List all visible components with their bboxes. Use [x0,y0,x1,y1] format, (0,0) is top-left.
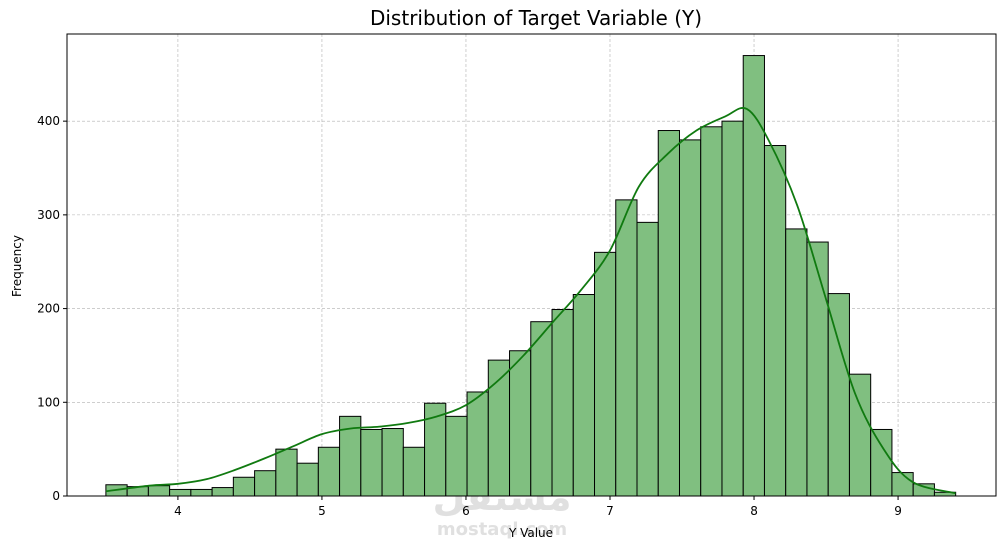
x-tick-label: 9 [894,504,902,518]
x-tick-label: 6 [462,504,470,518]
histogram-bar [317,446,341,497]
histogram-bar [678,139,702,497]
histogram-bar [530,321,553,497]
histogram-bar [891,472,914,497]
histogram-bar [870,428,893,497]
histogram-bar [232,476,256,497]
histogram-bar [296,462,319,497]
kde-curve [105,107,956,495]
x-tick-label: 7 [606,504,614,518]
y-tick-label: 400 [37,114,60,128]
histogram-bar [254,470,277,497]
x-axis-label: Y Value [508,526,553,540]
histogram-bar [445,415,468,497]
histogram-bar [169,488,192,497]
histogram-bar [742,55,765,497]
histogram-bar [763,145,787,497]
histogram-bar [785,228,808,497]
histogram-bars [105,55,957,497]
histogram-bar [190,488,213,497]
x-tick-label: 5 [318,504,326,518]
y-tick-label: 100 [37,395,60,409]
histogram-bar [848,373,872,497]
histogram-bar [806,241,829,497]
histogram-bar [827,293,850,497]
y-tick-label: 300 [37,208,60,222]
histogram-bar [700,126,723,497]
histogram-bar [402,446,426,497]
chart-title: Distribution of Target Variable (Y) [370,6,702,30]
histogram-bar [594,251,617,497]
histogram-bar [147,485,171,497]
x-axis-ticks: 4 5 6 7 8 9 [174,496,902,518]
histogram-bar [275,448,298,497]
histogram-bar [381,428,404,497]
watermark-text: mostaql.com [437,519,567,540]
histogram-bar [636,221,659,497]
x-tick-label: 4 [174,504,182,518]
y-axis-label: Frequency [10,235,24,297]
x-tick-label: 8 [750,504,758,518]
histogram-bar [572,294,596,497]
y-axis-ticks: 0 100 200 300 400 [37,114,67,503]
y-tick-label: 200 [37,302,60,316]
histogram-bar [657,130,680,497]
histogram-bar [466,391,489,497]
y-tick-label: 0 [52,489,60,503]
histogram-bar [551,309,574,497]
histogram-bar [509,350,532,497]
histogram-bar [615,199,638,497]
plot-frame [66,33,997,497]
histogram-bar [360,428,383,497]
histogram-bar [721,120,744,497]
histogram-bar [211,487,234,497]
